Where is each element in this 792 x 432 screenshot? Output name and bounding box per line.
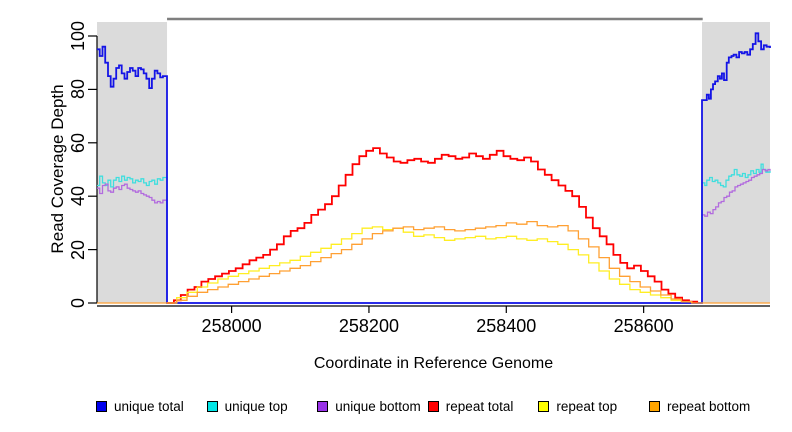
- series-repeat-top: [167, 226, 693, 304]
- legend: unique total unique top unique bottom re…: [0, 400, 792, 414]
- x-tick-label: 258000: [201, 316, 262, 336]
- legend-label: unique top: [224, 399, 288, 414]
- legend-item-unique-bottom: unique bottom: [317, 400, 421, 413]
- legend-item-repeat-top: repeat top: [538, 400, 617, 413]
- legend-label: repeat top: [556, 399, 618, 414]
- legend-item-repeat-total: repeat total: [427, 399, 514, 414]
- y-tick-label: 20: [68, 239, 88, 260]
- legend-label: unique total: [114, 399, 184, 414]
- series-repeat-total: [167, 147, 699, 304]
- legend-label: repeat total: [445, 399, 514, 414]
- unique-total-swatch-icon: [96, 401, 107, 412]
- x-tick-label: 258400: [476, 316, 537, 336]
- series-repeat-bottom: [97, 220, 770, 304]
- y-tick-label: 100: [68, 20, 88, 52]
- legend-label: unique bottom: [335, 399, 421, 414]
- unique-bottom-swatch-icon: [317, 401, 329, 412]
- y-tick-label: 60: [68, 132, 88, 153]
- series-unique-top: [97, 163, 771, 304]
- y-tick-label: 80: [68, 79, 88, 100]
- x-tick-label: 258200: [338, 316, 399, 336]
- legend-item-repeat-bottom: repeat bottom: [649, 400, 750, 413]
- legend-item-unique-top: unique top: [206, 399, 288, 414]
- legend-item-unique-total: unique total: [96, 400, 184, 413]
- x-axis-title: Coordinate in Reference Genome: [313, 355, 554, 372]
- repeat-bottom-swatch-icon: [649, 401, 660, 412]
- series-unique-total: [97, 32, 771, 304]
- y-tick-label: 0: [68, 297, 88, 309]
- repeat-top-swatch-icon: [538, 401, 550, 412]
- x-tick-label: 258600: [613, 316, 674, 336]
- repeat-total-swatch-icon: [427, 401, 439, 412]
- right-unique-flank: [702, 22, 770, 303]
- series-unique-bottom: [97, 168, 771, 304]
- y-axis-title: Read Coverage Depth: [48, 84, 67, 254]
- y-tick-label: 40: [68, 186, 88, 207]
- legend-label: repeat bottom: [667, 399, 751, 414]
- unique-top-swatch-icon: [206, 401, 218, 412]
